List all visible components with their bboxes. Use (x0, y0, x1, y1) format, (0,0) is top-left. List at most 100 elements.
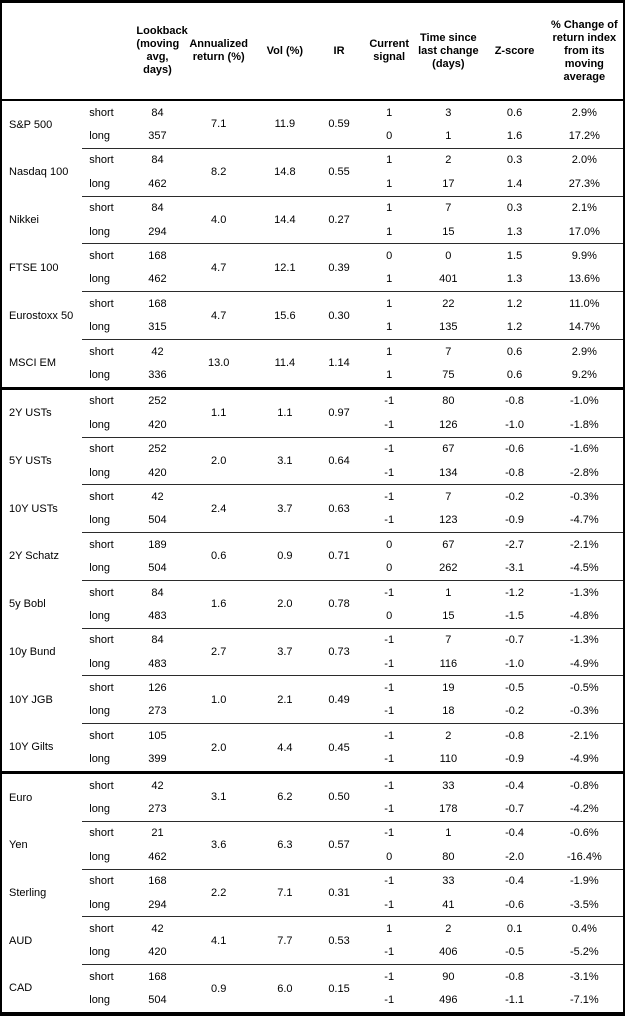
leg-long-label: long (82, 172, 135, 197)
lookback-long-cell: 420 (134, 413, 181, 438)
signal-long-cell: 1 (365, 363, 414, 390)
leg-long-label: long (82, 219, 135, 245)
zscore-long-cell: -2.0 (483, 845, 546, 870)
pct-change-long-cell: -3.5% (545, 892, 623, 918)
ir-cell: 0.49 (312, 675, 366, 725)
lookback-short-cell: 84 (151, 154, 164, 167)
leg-long-label: long (82, 556, 135, 581)
pct-change-long-cell: 9.2% (545, 363, 623, 390)
time-short-cell: 19 (442, 682, 455, 695)
time-short-cell: 1 (445, 827, 452, 840)
asset-name-cell: FTSE 100 (9, 261, 59, 274)
signal-long-cell: 1 (365, 219, 414, 245)
lookback-long-cell: 294 (134, 219, 181, 245)
time-short-cell: 67 (442, 538, 455, 551)
leg-long-label: long (82, 124, 135, 149)
asset-name-cell: Nikkei (9, 213, 39, 226)
asset-row-short: AUD short 42 4.1 7.7 0.53 1 2 0.1 0.4% (2, 916, 623, 966)
ir-cell: 0.64 (312, 437, 366, 486)
zscore-long-cell: -1.1 (505, 994, 525, 1007)
leg-long-label: long (82, 652, 135, 677)
signal-long-cell: 1 (365, 315, 414, 340)
leg-short-label: short (89, 395, 114, 408)
time-short-cell: 67 (442, 443, 455, 456)
pct-change-short-cell: 11.0% (569, 297, 600, 310)
lookback-short-cell: 105 (148, 729, 167, 742)
annualized-return-cell: 2.0 (180, 723, 257, 774)
leg-short-label: short (89, 586, 114, 599)
asset-row-short: Sterling short 168 2.2 7.1 0.31 -1 33 -0… (2, 869, 623, 918)
zscore-long-cell: -0.6 (483, 892, 546, 918)
pct-change-short-cell: -0.3% (569, 490, 599, 503)
zscore-short-cell: 0.6 (506, 106, 523, 119)
lookback-long-cell: 294 (134, 892, 181, 918)
time-long-cell: 110 (413, 747, 484, 774)
ir-cell: 0.30 (312, 291, 366, 340)
annualized-return-cell: 2.2 (180, 869, 257, 918)
zscore-short-cell: -0.7 (505, 634, 525, 647)
signal-short-cell: -1 (384, 586, 395, 599)
leg-long-label: long (89, 994, 111, 1007)
signal-short-cell: -1 (384, 827, 395, 840)
asset-row-short: 10Y Gilts short 105 2.0 4.4 0.45 -1 2 -0… (2, 723, 623, 774)
pct-change-short-cell: -1.3% (569, 586, 599, 599)
annualized-return-cell: 3.6 (180, 821, 257, 870)
lookback-long-cell: 420 (134, 940, 181, 966)
signal-long-cell: 0 (365, 556, 414, 581)
pct-change-long-cell: 13.6% (545, 267, 623, 293)
leg-short-label: short (89, 729, 114, 742)
ir-cell: 0.71 (312, 532, 366, 581)
pct-change-short-cell: 2.9% (571, 345, 597, 358)
time-long-cell: 41 (413, 892, 484, 918)
leg-long-label: long (82, 892, 135, 918)
vol-cell: 6.0 (277, 982, 293, 995)
signal-long-cell: -1 (365, 508, 414, 534)
asset-row-short: 5Y USTs short 252 2.0 3.1 0.64 -1 67 -0.… (2, 437, 623, 486)
time-long-cell: 134 (413, 460, 484, 486)
ir-cell: 0.53 (312, 916, 366, 966)
time-long-cell: 80 (413, 845, 484, 870)
vol-cell: 1.1 (256, 388, 313, 438)
leg-long-label: long (82, 699, 135, 725)
vol-cell: 7.7 (256, 916, 313, 966)
ir-cell: 0.78 (312, 580, 366, 629)
annualized-return-cell: 2.7 (180, 628, 257, 677)
ir-cell: 0.57 (312, 821, 366, 870)
lookback-long-cell: 273 (134, 797, 181, 822)
signal-long-cell: -1 (365, 699, 414, 725)
asset-row-short: 2Y Schatz short 189 0.6 0.9 0.71 0 67 -2… (2, 532, 623, 581)
annualized-return-cell: 1.0 (180, 675, 257, 725)
lookback-long-cell: 399 (134, 747, 181, 774)
signal-short-cell: 1 (386, 923, 393, 936)
time-short-cell: 7 (445, 490, 452, 503)
pct-change-long-cell: -16.4% (545, 845, 623, 870)
lookback-long-cell: 315 (134, 315, 181, 340)
vol-cell: 2.1 (256, 675, 313, 725)
pct-change-short-cell: 2.0% (571, 154, 597, 167)
signal-short-cell: 1 (386, 297, 393, 310)
annualized-return-cell: 1.6 (180, 580, 257, 629)
asset-row-long: long 462 1 401 1.3 13.6% (2, 267, 623, 293)
pct-change-short-cell: -3.1% (569, 970, 599, 983)
lookback-short-cell: 84 (151, 106, 164, 119)
signal-short-cell: 1 (386, 154, 393, 167)
time-long-cell: 123 (413, 508, 484, 534)
lookback-long-cell: 462 (134, 172, 181, 197)
asset-name-cell: 10Y Gilts (2, 723, 83, 774)
signal-long-cell: -1 (365, 413, 414, 438)
ir-cell: 0.50 (312, 772, 366, 822)
pct-change-long-cell: -4.8% (545, 604, 623, 629)
lookback-long-cell: 483 (134, 652, 181, 677)
zscore-short-cell: -0.8 (505, 970, 525, 983)
signal-short-cell: -1 (384, 490, 395, 503)
lookback-short-cell: 84 (151, 634, 164, 647)
vol-cell: 11.9 (256, 100, 313, 149)
leg-short-label: short (89, 827, 114, 840)
asset-name-cell: S&P 500 (9, 118, 53, 131)
ir-cell: 0.97 (312, 388, 366, 438)
signal-short-cell: 0 (386, 250, 393, 263)
asset-row-short: 2Y USTs short 252 1.1 1.1 0.97 -1 80 -0.… (2, 388, 623, 438)
leg-short-label: short (89, 443, 114, 456)
lookback-short-cell: 84 (151, 202, 164, 215)
